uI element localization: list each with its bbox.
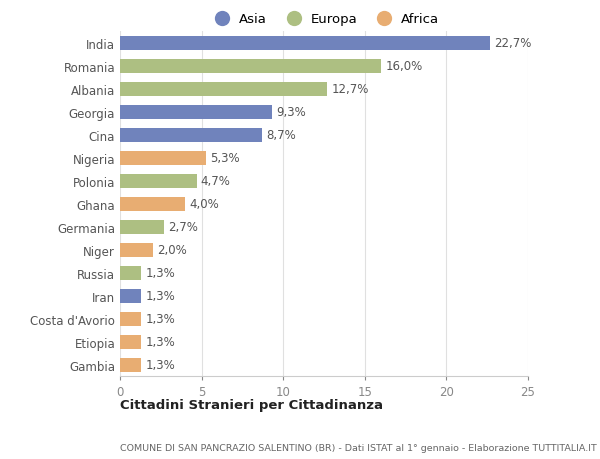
Text: Cittadini Stranieri per Cittadinanza: Cittadini Stranieri per Cittadinanza <box>120 398 383 412</box>
Text: 22,7%: 22,7% <box>494 37 532 50</box>
Bar <box>120 243 152 257</box>
Text: COMUNE DI SAN PANCRAZIO SALENTINO (BR) - Dati ISTAT al 1° gennaio - Elaborazione: COMUNE DI SAN PANCRAZIO SALENTINO (BR) -… <box>120 443 597 452</box>
Bar <box>120 358 141 372</box>
Bar <box>120 83 327 96</box>
Text: 9,3%: 9,3% <box>276 106 305 119</box>
Bar <box>120 60 381 73</box>
Bar <box>120 266 141 280</box>
Bar <box>120 106 272 119</box>
Text: 1,3%: 1,3% <box>145 313 175 325</box>
Bar <box>120 312 141 326</box>
Text: 1,3%: 1,3% <box>145 336 175 348</box>
Text: 1,3%: 1,3% <box>145 267 175 280</box>
Text: 4,7%: 4,7% <box>201 175 230 188</box>
Bar <box>120 174 197 188</box>
Text: 1,3%: 1,3% <box>145 290 175 302</box>
Bar <box>120 37 490 50</box>
Bar <box>120 289 141 303</box>
Bar <box>120 129 262 142</box>
Text: 8,7%: 8,7% <box>266 129 296 142</box>
Bar <box>120 220 164 234</box>
Bar <box>120 335 141 349</box>
Legend: Asia, Europa, Africa: Asia, Europa, Africa <box>205 10 443 30</box>
Text: 16,0%: 16,0% <box>385 60 422 73</box>
Bar <box>120 151 206 165</box>
Text: 4,0%: 4,0% <box>190 198 219 211</box>
Text: 12,7%: 12,7% <box>331 83 369 96</box>
Text: 2,7%: 2,7% <box>168 221 198 234</box>
Text: 2,0%: 2,0% <box>157 244 187 257</box>
Text: 1,3%: 1,3% <box>145 358 175 371</box>
Bar <box>120 197 185 211</box>
Text: 5,3%: 5,3% <box>211 152 240 165</box>
